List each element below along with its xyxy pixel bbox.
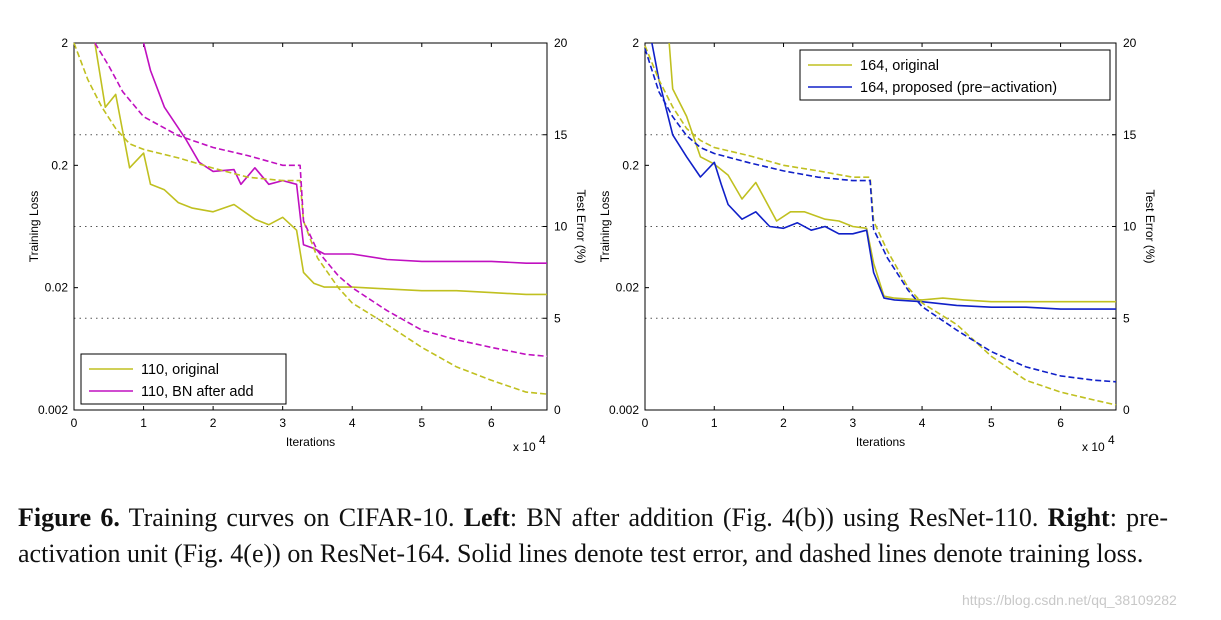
left-chart-panel: 0 1 2 3 4 5 6 2 0.2 0.02 0.002 20 15 10 5 0 Iterations Tr… — [27, 36, 588, 454]
right-chart-panel: 0 1 2 3 4 5 6 2 0.2 0.02 0.002 20 15 10 5 0 Iterations Tr… — [598, 36, 1157, 454]
legend-label: 164, proposed (pre−activation) — [860, 80, 1057, 96]
y-right-tick-label: 0 — [1123, 403, 1130, 417]
x-axis-title: Iterations — [286, 435, 335, 449]
legend-label: 110, BN after add — [141, 384, 254, 400]
y-left-axis-title: Training Loss — [27, 191, 41, 263]
y-right-tick-label: 10 — [554, 220, 568, 234]
x-scale-exponent: 4 — [1108, 433, 1115, 447]
legend-box — [799, 49, 1111, 101]
y-left-tick-label: 0.02 — [616, 281, 640, 295]
x-tick-label: 5 — [988, 416, 995, 430]
y-right-tick-label: 0 — [554, 403, 561, 417]
x-tick-label: 3 — [279, 416, 286, 430]
y-right-tick-label: 20 — [554, 36, 568, 50]
x-tick-label: 6 — [488, 416, 495, 430]
y-left-axis-title: Training Loss — [598, 191, 612, 263]
y-right-tick-label: 5 — [1123, 311, 1130, 325]
y-left-tick-label: 0.002 — [38, 403, 68, 417]
figure-caption: Figure 6. Training curves on CIFAR-10. L… — [18, 500, 1168, 572]
figure-canvas: 0 1 2 3 4 5 620.20.020.00220151050IterationsTr… — [27, 36, 1157, 454]
y-right-tick-label: 20 — [1123, 36, 1137, 50]
caption-part3: : pre-activation unit (Fig. 4(e)) on Res… — [18, 503, 1168, 568]
y-left-tick-label: 0.002 — [609, 403, 639, 417]
x-scale-label: x 10 — [513, 440, 536, 454]
y-left-tick-label: 0.2 — [622, 158, 639, 172]
x-tick-label: 4 — [349, 416, 356, 430]
y-right-tick-label: 15 — [1123, 128, 1137, 142]
caption-figure-label: Figure 6. — [18, 503, 120, 532]
y-right-axis-title: Test Error (%) — [574, 189, 588, 263]
series-line-training-loss-3 — [644, 48, 1117, 383]
x-tick-label: 6 — [1057, 416, 1064, 430]
x-tick-label: 0 — [642, 416, 649, 430]
x-scale-exponent: 4 — [539, 433, 546, 447]
y-left-tick-label: 0.02 — [45, 281, 69, 295]
y-right-axis-title: Test Error (%) — [1143, 189, 1157, 263]
legend-box — [80, 353, 287, 405]
series-line-test-error-1 — [651, 42, 1116, 310]
y-right-tick-label: 5 — [554, 311, 561, 325]
series-line-training-loss-2 — [73, 42, 548, 395]
x-scale-label: x 10 — [1082, 440, 1105, 454]
watermark: https://blog.csdn.net/qq_38109282 — [962, 592, 1177, 608]
caption-part2: : BN after addition (Fig. 4(b)) using Re… — [509, 503, 1048, 532]
legend-label: 110, original — [141, 362, 219, 378]
y-left-tick-label: 2 — [61, 36, 68, 50]
x-tick-label: 2 — [780, 416, 787, 430]
x-tick-label: 4 — [919, 416, 926, 430]
series-line-training-loss-2 — [644, 45, 1117, 406]
series-line-test-error-0 — [94, 42, 547, 296]
y-left-tick-label: 2 — [632, 36, 639, 50]
caption-right-label: Right — [1047, 503, 1110, 532]
caption-left-label: Left — [463, 503, 510, 532]
caption-part1: Training curves on CIFAR-10. — [119, 503, 464, 532]
series-line-training-loss-3 — [94, 42, 548, 358]
y-right-tick-label: 15 — [554, 128, 568, 142]
x-axis-title: Iterations — [856, 435, 905, 449]
y-right-tick-label: 10 — [1123, 220, 1137, 234]
x-tick-label: 2 — [210, 416, 217, 430]
x-tick-label: 3 — [849, 416, 856, 430]
y-left-tick-label: 0.2 — [51, 158, 68, 172]
series-line-test-error-0 — [668, 42, 1116, 303]
legend-label: 164, original — [860, 58, 939, 74]
series-line-test-error-1 — [142, 42, 547, 265]
x-tick-label: 1 — [711, 416, 718, 430]
x-tick-label: 5 — [418, 416, 425, 430]
x-tick-label: 1 — [140, 416, 147, 430]
x-tick-label: 0 — [71, 416, 78, 430]
